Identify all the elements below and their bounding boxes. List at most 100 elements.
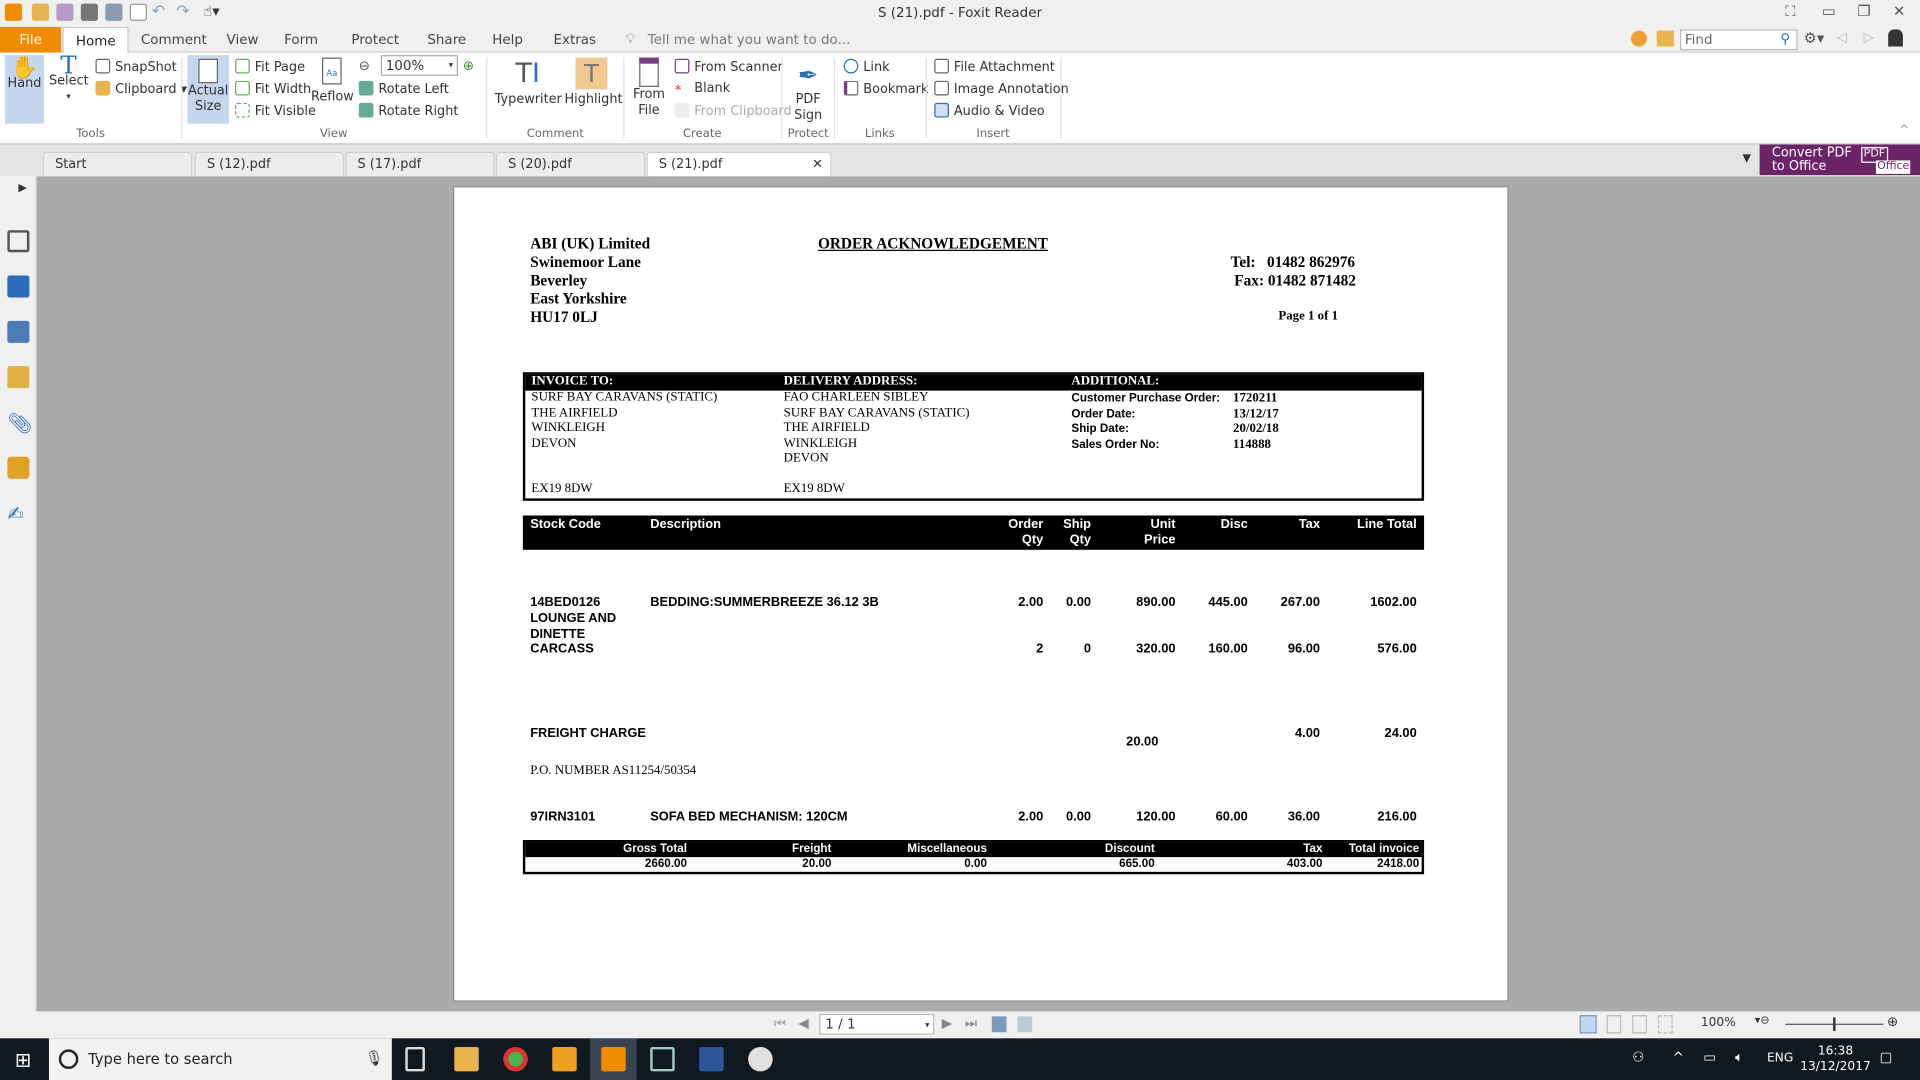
- word-icon[interactable]: [699, 1046, 724, 1072]
- app-icon[interactable]: [748, 1046, 773, 1072]
- back-icon[interactable]: ◁: [1836, 29, 1848, 46]
- tab-protect[interactable]: Protect: [351, 31, 400, 48]
- from-file-button[interactable]: From File: [629, 57, 668, 119]
- tab-help[interactable]: Help: [492, 31, 523, 48]
- expand-sidebar-icon[interactable]: ▶: [18, 182, 27, 195]
- zoom-dropdown-icon[interactable]: ▾⊖: [1754, 1015, 1770, 1028]
- forward-icon[interactable]: ▷: [1863, 29, 1875, 46]
- people-icon[interactable]: ⚇: [1632, 1049, 1645, 1066]
- doc-tab[interactable]: S (17).pdf: [345, 151, 495, 177]
- snapshot-button[interactable]: SnapShot: [95, 58, 177, 75]
- clock[interactable]: 16:38 13/12/2017: [1800, 1043, 1871, 1075]
- close-button[interactable]: ✕: [1893, 2, 1906, 20]
- zoom-level[interactable]: 100%: [1700, 1016, 1736, 1030]
- tab-comment[interactable]: Comment: [140, 31, 207, 48]
- properties-icon[interactable]: [105, 3, 123, 21]
- new-icon[interactable]: [129, 3, 147, 21]
- continuous-view-icon[interactable]: [1606, 1015, 1622, 1034]
- single-page-view-icon[interactable]: [1579, 1015, 1597, 1034]
- collapse-ribbon-icon[interactable]: ^: [1899, 123, 1910, 138]
- language-indicator[interactable]: ENG: [1766, 1051, 1794, 1066]
- zoom-select[interactable]: 100% ▾: [380, 55, 458, 76]
- tab-home[interactable]: Home: [62, 26, 130, 54]
- file-attachment-button[interactable]: File Attachment: [934, 58, 1055, 75]
- search-folder-icon[interactable]: [1656, 30, 1674, 47]
- next-page-icon[interactable]: ▶: [941, 1015, 953, 1032]
- rotate-left-button[interactable]: Rotate Left: [358, 80, 449, 97]
- clipboard-button[interactable]: Clipboard ▾: [95, 80, 187, 97]
- blank-button[interactable]: * Blank: [675, 81, 730, 98]
- zoom-slider-thumb[interactable]: [1833, 1017, 1836, 1032]
- tell-me-input[interactable]: Tell me what you want to do...: [647, 31, 851, 48]
- hand-button[interactable]: ✋ Hand: [4, 55, 45, 124]
- highlight-button[interactable]: T Highlight: [564, 57, 623, 108]
- open-icon[interactable]: [31, 3, 49, 21]
- rotate-right-button[interactable]: Rotate Right: [358, 102, 458, 119]
- image-annotation-button[interactable]: Image Annotation: [934, 80, 1069, 97]
- taskbar-search-box[interactable]: Type here to search 🎙︎: [48, 1038, 392, 1080]
- insert-page-icon[interactable]: [1017, 1016, 1033, 1033]
- first-page-icon[interactable]: ⏮: [773, 1015, 787, 1032]
- tab-view[interactable]: View: [226, 31, 259, 48]
- network-icon[interactable]: ▭: [1703, 1049, 1717, 1066]
- minimize-button[interactable]: ▭: [1822, 2, 1836, 20]
- pages-panel-icon[interactable]: [7, 275, 30, 298]
- typewriter-button[interactable]: TI Typewriter: [495, 58, 562, 108]
- doc-tab[interactable]: S (12).pdf: [194, 151, 345, 177]
- sketchup-icon[interactable]: [650, 1046, 675, 1072]
- fullscreen-icon[interactable]: ⛶: [1785, 2, 1796, 20]
- save-icon[interactable]: [56, 3, 74, 21]
- settings-icon[interactable]: ⚙▾: [1803, 29, 1825, 47]
- close-tab-icon[interactable]: ✕: [812, 156, 823, 172]
- foxit-taskbar-button[interactable]: [590, 1038, 637, 1080]
- undo-icon[interactable]: ↶: [151, 2, 166, 21]
- actual-size-button[interactable]: Actual Size: [187, 55, 229, 124]
- tab-list-dropdown-icon[interactable]: ▼: [1742, 153, 1751, 166]
- action-center-icon[interactable]: ▢: [1879, 1049, 1893, 1066]
- volume-icon[interactable]: 🔈︎: [1735, 1049, 1744, 1066]
- comments-panel-icon[interactable]: [7, 366, 30, 389]
- signature-panel-icon[interactable]: ✍: [7, 502, 24, 526]
- file-explorer-icon[interactable]: [454, 1046, 479, 1072]
- reflow-button[interactable]: Aa Reflow: [311, 57, 354, 106]
- doc-tab-start[interactable]: Start: [42, 151, 193, 177]
- windows-start-icon[interactable]: ⊞: [14, 1048, 32, 1072]
- link-button[interactable]: Link: [843, 58, 890, 75]
- tab-form[interactable]: Form: [284, 31, 319, 48]
- heart-icon[interactable]: [1631, 30, 1647, 47]
- hand-tool-icon[interactable]: ☝▾: [203, 2, 220, 20]
- fit-page-button[interactable]: Fit Page: [235, 58, 305, 75]
- bookmark-button[interactable]: Bookmark: [843, 80, 928, 97]
- attachments-panel-icon[interactable]: 📎︎: [7, 411, 33, 435]
- zoom-out-icon[interactable]: ⊖: [358, 57, 371, 74]
- doc-tab-active[interactable]: S (21).pdf ✕: [646, 151, 832, 177]
- restore-button[interactable]: ❐: [1857, 2, 1871, 20]
- tab-share[interactable]: Share: [427, 31, 467, 48]
- task-view-icon[interactable]: [405, 1046, 425, 1072]
- facing-view-icon[interactable]: [1632, 1015, 1647, 1034]
- tab-file[interactable]: File: [0, 26, 62, 53]
- convert-pdf-to-office-button[interactable]: Convert PDF to Office PDF Office: [1759, 144, 1920, 176]
- tab-extras[interactable]: Extras: [553, 31, 597, 48]
- extract-page-icon[interactable]: [991, 1016, 1007, 1033]
- continuous-facing-view-icon[interactable]: [1657, 1015, 1673, 1034]
- zoom-in-icon[interactable]: ⊕: [1886, 1013, 1899, 1030]
- user-icon[interactable]: [1888, 29, 1903, 47]
- from-scanner-button[interactable]: From Scanner: [674, 58, 783, 75]
- pdf-sign-button[interactable]: ✒ PDF Sign: [786, 58, 830, 124]
- from-clipboard-button[interactable]: From Clipboard: [674, 102, 792, 119]
- layers-panel-icon[interactable]: [7, 320, 30, 343]
- fit-visible-button[interactable]: Fit Visible: [235, 102, 316, 119]
- prev-page-icon[interactable]: ◀: [798, 1015, 809, 1032]
- find-input[interactable]: Find: [1680, 29, 1798, 51]
- microphone-icon[interactable]: 🎙︎: [364, 1049, 384, 1067]
- search-icon[interactable]: ⚲: [1780, 30, 1791, 47]
- show-hidden-icons[interactable]: ^: [1672, 1049, 1684, 1066]
- last-page-icon[interactable]: ⏭: [964, 1015, 978, 1032]
- select-button[interactable]: T Select ▾: [49, 53, 89, 106]
- bookmarks-panel-icon[interactable]: [7, 230, 30, 253]
- print-icon[interactable]: [80, 3, 98, 21]
- doc-tab[interactable]: S (20).pdf: [495, 151, 646, 177]
- zoom-in-icon[interactable]: ⊕: [462, 57, 475, 74]
- redo-icon[interactable]: ↷: [176, 2, 190, 21]
